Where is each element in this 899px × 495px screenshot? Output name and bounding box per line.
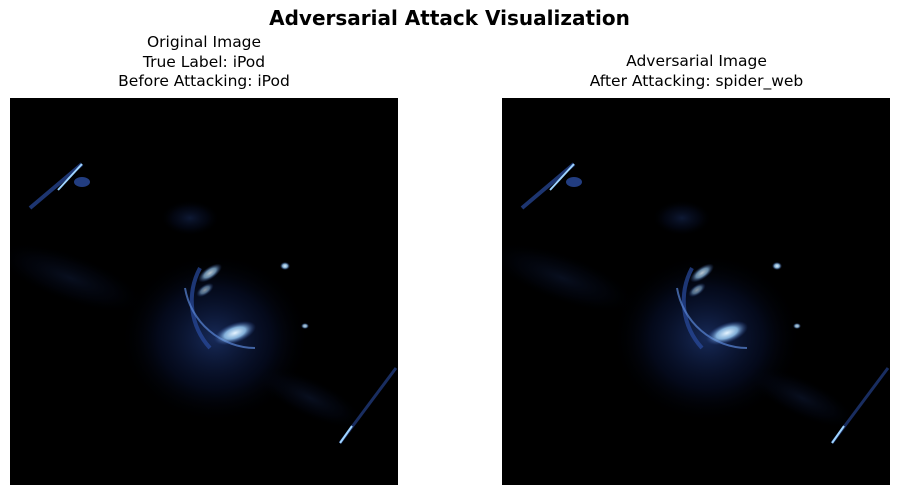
after-attack-caption: After Attacking: spider_web	[589, 71, 804, 90]
figure-title: Adversarial Attack Visualization	[269, 6, 630, 30]
original-image-title: Original Image True Label: iPod Before A…	[10, 33, 398, 92]
before-attack-caption: Before Attacking: iPod	[118, 72, 290, 90]
true-label-caption: True Label: iPod	[142, 52, 266, 71]
adversarial-image-title: Adversarial Image After Attacking: spide…	[502, 52, 891, 91]
adversarial-image-artwork	[502, 98, 890, 485]
adversarial-image-caption: Adversarial Image	[626, 52, 767, 70]
original-image	[10, 98, 398, 485]
original-image-artwork	[10, 98, 398, 485]
original-image-caption: Original Image	[146, 33, 262, 51]
adversarial-image	[502, 98, 890, 485]
